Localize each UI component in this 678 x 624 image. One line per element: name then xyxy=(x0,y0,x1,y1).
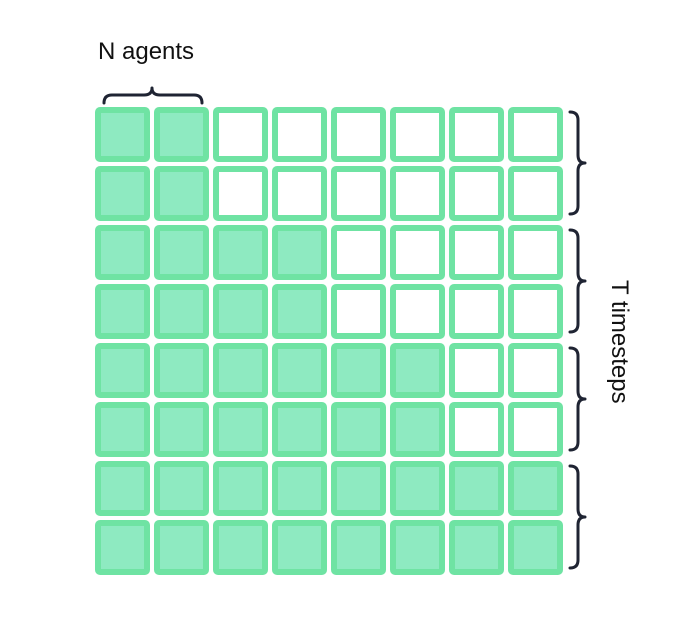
cell-filled xyxy=(213,225,268,280)
cell-empty xyxy=(449,166,504,221)
cell-filled xyxy=(213,461,268,516)
cell-filled xyxy=(95,343,150,398)
cell-empty xyxy=(508,402,563,457)
cell-filled xyxy=(95,402,150,457)
cell-filled xyxy=(213,343,268,398)
timestep-brace xyxy=(568,346,587,452)
cell-filled xyxy=(95,284,150,339)
cell-empty xyxy=(213,107,268,162)
cell-filled xyxy=(213,284,268,339)
cell-empty xyxy=(331,284,386,339)
cell-empty xyxy=(390,166,445,221)
cell-empty xyxy=(508,284,563,339)
cell-filled xyxy=(95,461,150,516)
cell-filled xyxy=(508,520,563,575)
cell-filled xyxy=(272,520,327,575)
cell-empty xyxy=(449,284,504,339)
cell-filled xyxy=(272,284,327,339)
cell-filled xyxy=(154,225,209,280)
timesteps-label: T timesteps xyxy=(606,280,633,404)
cell-filled xyxy=(154,343,209,398)
cell-empty xyxy=(508,166,563,221)
cell-filled xyxy=(272,402,327,457)
agents-brace xyxy=(102,86,204,105)
cell-empty xyxy=(331,107,386,162)
cell-filled xyxy=(390,402,445,457)
cell-filled xyxy=(272,225,327,280)
cell-empty xyxy=(390,284,445,339)
cell-empty xyxy=(449,107,504,162)
cell-filled xyxy=(154,107,209,162)
cell-filled xyxy=(449,461,504,516)
timestep-brace xyxy=(568,110,587,216)
cell-filled xyxy=(95,520,150,575)
cell-empty xyxy=(213,166,268,221)
cell-filled xyxy=(331,402,386,457)
cell-filled xyxy=(95,225,150,280)
cell-empty xyxy=(390,107,445,162)
cell-filled xyxy=(390,343,445,398)
cell-empty xyxy=(508,225,563,280)
cell-empty xyxy=(508,343,563,398)
cell-filled xyxy=(272,343,327,398)
cell-empty xyxy=(449,343,504,398)
cell-empty xyxy=(508,107,563,162)
cell-filled xyxy=(213,520,268,575)
cell-empty xyxy=(449,225,504,280)
cell-filled xyxy=(154,520,209,575)
cell-filled xyxy=(331,461,386,516)
cell-filled xyxy=(331,520,386,575)
cell-filled xyxy=(95,166,150,221)
cell-empty xyxy=(272,166,327,221)
cell-empty xyxy=(449,402,504,457)
cell-empty xyxy=(331,166,386,221)
cell-empty xyxy=(390,225,445,280)
cell-empty xyxy=(272,107,327,162)
cell-filled xyxy=(508,461,563,516)
cell-filled xyxy=(390,461,445,516)
cell-filled xyxy=(390,520,445,575)
timestep-brace xyxy=(568,228,587,334)
timestep-brace xyxy=(568,464,587,570)
cell-filled xyxy=(154,166,209,221)
cell-filled xyxy=(331,343,386,398)
cell-filled xyxy=(154,402,209,457)
cell-filled xyxy=(272,461,327,516)
cell-filled xyxy=(154,461,209,516)
cell-filled xyxy=(154,284,209,339)
cell-filled xyxy=(449,520,504,575)
timestep-braces xyxy=(568,110,587,570)
cell-grid xyxy=(95,107,563,575)
cell-empty xyxy=(331,225,386,280)
cell-filled xyxy=(213,402,268,457)
agents-label: N agents xyxy=(98,38,194,65)
cell-filled xyxy=(95,107,150,162)
